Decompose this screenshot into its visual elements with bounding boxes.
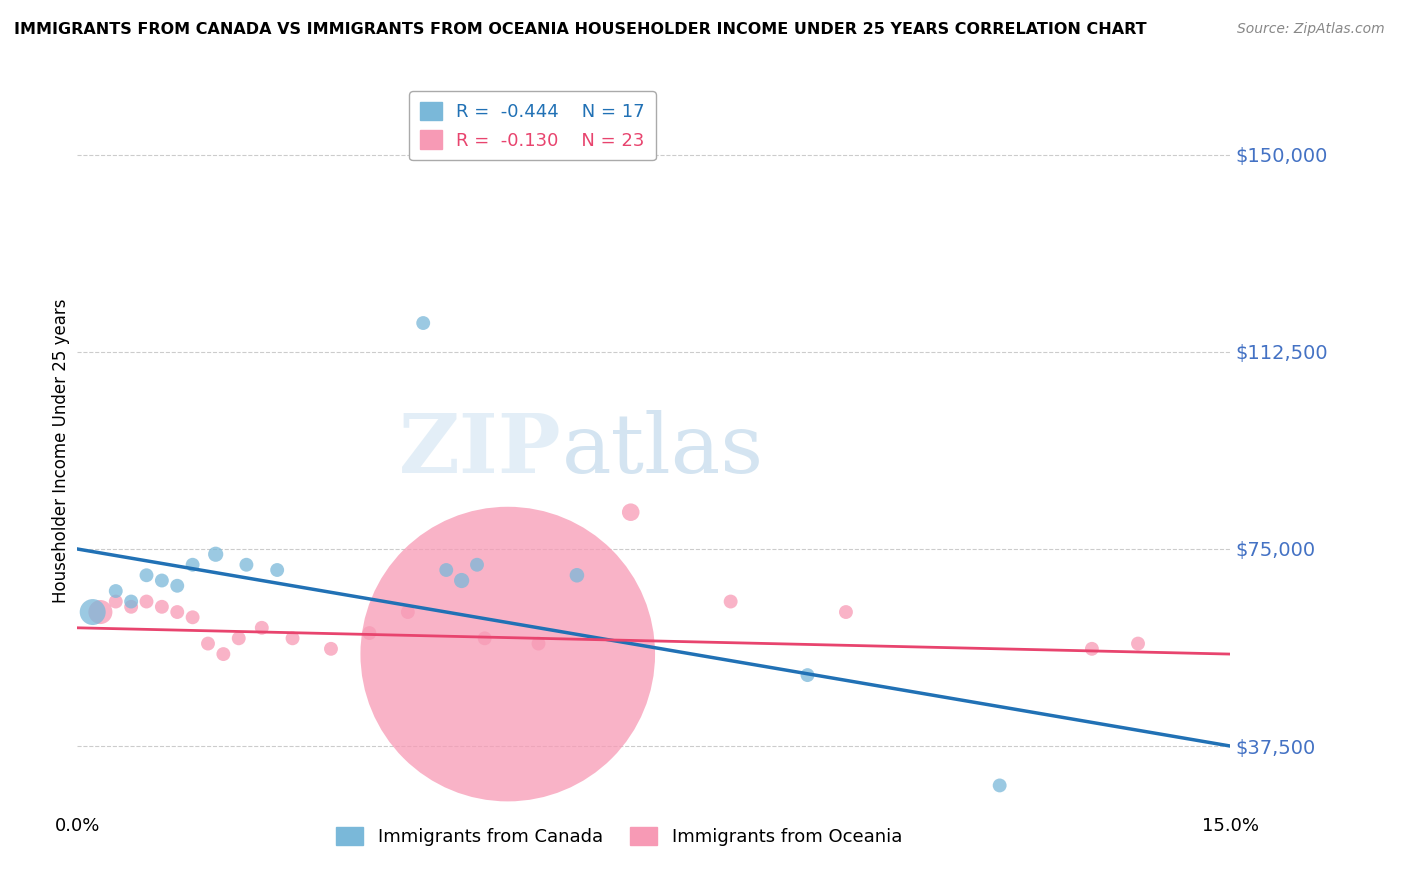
- Point: [228, 632, 250, 646]
- Point: [450, 574, 472, 588]
- Point: [166, 605, 188, 619]
- Point: [120, 599, 142, 614]
- Point: [359, 626, 381, 640]
- Point: [104, 594, 127, 608]
- Point: [434, 563, 457, 577]
- Point: [204, 547, 226, 561]
- Point: [181, 558, 204, 572]
- Point: [720, 594, 742, 608]
- Text: atlas: atlas: [561, 410, 763, 491]
- Text: ZIP: ZIP: [399, 410, 561, 491]
- Point: [250, 621, 273, 635]
- Point: [496, 647, 519, 661]
- Point: [181, 610, 204, 624]
- Point: [150, 574, 173, 588]
- Point: [412, 316, 434, 330]
- Point: [565, 568, 588, 582]
- Point: [82, 605, 104, 619]
- Point: [465, 558, 488, 572]
- Point: [166, 579, 188, 593]
- Point: [1081, 641, 1104, 656]
- Point: [235, 558, 257, 572]
- Y-axis label: Householder Income Under 25 years: Householder Income Under 25 years: [52, 298, 70, 603]
- Point: [319, 641, 342, 656]
- Point: [150, 599, 173, 614]
- Text: IMMIGRANTS FROM CANADA VS IMMIGRANTS FROM OCEANIA HOUSEHOLDER INCOME UNDER 25 YE: IMMIGRANTS FROM CANADA VS IMMIGRANTS FRO…: [14, 22, 1147, 37]
- Point: [796, 668, 818, 682]
- Text: Source: ZipAtlas.com: Source: ZipAtlas.com: [1237, 22, 1385, 37]
- Point: [212, 647, 235, 661]
- Point: [197, 636, 219, 650]
- Point: [266, 563, 288, 577]
- Point: [104, 584, 127, 599]
- Point: [135, 594, 157, 608]
- Point: [135, 568, 157, 582]
- Point: [620, 505, 643, 519]
- Legend: Immigrants from Canada, Immigrants from Oceania: Immigrants from Canada, Immigrants from …: [329, 820, 910, 854]
- Point: [281, 632, 304, 646]
- Point: [474, 632, 496, 646]
- Point: [1126, 636, 1149, 650]
- Point: [527, 636, 550, 650]
- Point: [396, 605, 419, 619]
- Point: [120, 594, 142, 608]
- Point: [835, 605, 858, 619]
- Point: [89, 605, 111, 619]
- Point: [988, 779, 1011, 793]
